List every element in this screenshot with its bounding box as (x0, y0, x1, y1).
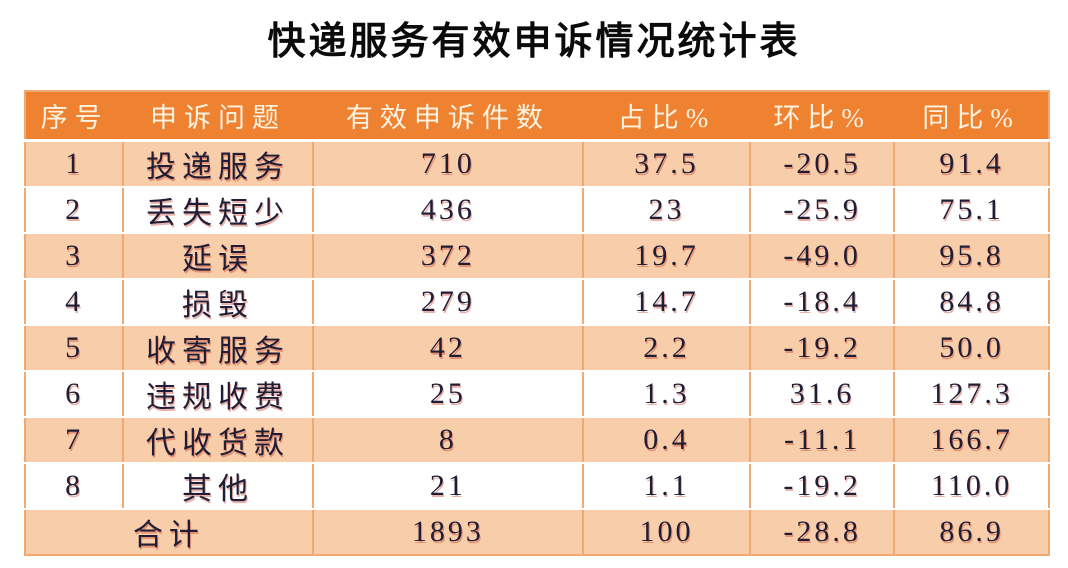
cell-no: 7 (25, 417, 124, 464)
cell-no: 4 (25, 279, 124, 326)
cell-share: 1.1 (582, 463, 750, 510)
cell-issue: 违规收费 (122, 371, 313, 418)
cell-mom: -11.1 (748, 417, 895, 464)
cell-count: 25 (311, 371, 584, 418)
complaints-table: 序号 申诉问题 有效申诉件数 占比% 环比% 同比% 1 投递服务 710 37.5-… (24, 90, 1050, 556)
header-row: 序号 申诉问题 有效申诉件数 占比% 环比% 同比% (25, 91, 1049, 142)
col-header-yoy: 同比% (894, 91, 1049, 142)
cell-issue: 收寄服务 (122, 325, 313, 372)
cell-mom: -19.2 (748, 463, 895, 510)
cell-yoy: 50.0 (893, 325, 1049, 372)
cell-issue: 其他 (122, 463, 313, 510)
cell-no: 1 (25, 140, 124, 188)
cell-share: 0.4 (582, 417, 750, 464)
table-row: 6 违规收费 25 1.3 31.6 127.3 (25, 371, 1049, 418)
cell-count: 42 (311, 325, 584, 372)
cell-count: 710 (311, 140, 584, 188)
cell-share: 19.7 (582, 233, 750, 280)
cell-count: 279 (311, 279, 584, 326)
cell-yoy: 75.1 (893, 187, 1049, 234)
cell-issue: 投递服务 (122, 140, 313, 188)
col-header-count: 有效申诉件数 (312, 91, 584, 142)
table-row: 3 延误 372 19.7 -49.0 95.8 (25, 233, 1049, 280)
cell-count: 8 (311, 417, 584, 464)
total-yoy: 86.9 (893, 509, 1049, 555)
cell-no: 2 (25, 187, 124, 234)
cell-share: 2.2 (582, 325, 750, 372)
cell-yoy: 166.7 (893, 417, 1049, 464)
table-row: 7 代收货款 8 0.4 -11.1 166.7 (25, 417, 1049, 464)
cell-share: 1.3 (582, 371, 750, 418)
cell-yoy: 127.3 (893, 371, 1049, 418)
cell-issue: 丢失短少 (122, 187, 313, 234)
table-row: 4 损毁 279 14.7 -18.4 84.8 (25, 279, 1049, 326)
cell-issue: 代收货款 (122, 417, 313, 464)
cell-mom: -20.5 (748, 140, 895, 188)
cell-mom: -25.9 (748, 187, 895, 234)
table-row: 2 丢失短少 436 23 -25.9 75.1 (25, 187, 1049, 234)
cell-no: 6 (25, 371, 124, 418)
table-row: 8 其他 21 1.1 -19.2 110.0 (25, 463, 1049, 510)
cell-share: 14.7 (582, 279, 750, 326)
col-header-share: 占比% (583, 91, 750, 142)
table-row: 5 收寄服务 42 2.2 -19.2 50.0 (25, 325, 1049, 372)
table-body: 1 投递服务 710 37.5 -20.5 91.4 2 丢失短少 436 23 -25.9 75.1… (25, 140, 1049, 510)
cell-no: 8 (25, 463, 124, 510)
cell-count: 436 (311, 187, 584, 234)
cell-no: 5 (25, 325, 124, 372)
cell-yoy: 110.0 (893, 463, 1049, 510)
total-count: 1893 (311, 509, 584, 555)
cell-yoy: 91.4 (893, 140, 1049, 188)
page-title: 快递服务有效申诉情况统计表 (267, 21, 801, 63)
cell-mom: -19.2 (748, 325, 895, 372)
cell-share: 37.5 (582, 140, 750, 188)
cell-mom: 31.6 (748, 371, 895, 418)
total-row: 合计 1893 100 -28.8 86.9 (25, 509, 1049, 555)
cell-count: 21 (311, 463, 584, 510)
col-header-no: 序号 (25, 91, 124, 142)
cell-mom: -49.0 (748, 233, 895, 280)
total-share: 100 (582, 509, 750, 555)
cell-issue: 损毁 (122, 279, 313, 326)
total-mom: -28.8 (748, 509, 895, 555)
cell-no: 3 (25, 233, 124, 280)
col-header-issue: 申诉问题 (123, 91, 313, 142)
cell-mom: -18.4 (748, 279, 895, 326)
cell-count: 372 (311, 233, 584, 280)
cell-issue: 延误 (122, 233, 313, 280)
col-header-mom: 环比% (749, 91, 895, 142)
cell-yoy: 84.8 (893, 279, 1049, 326)
cell-yoy: 95.8 (893, 233, 1049, 280)
table-row: 1 投递服务 710 37.5 -20.5 91.4 (25, 140, 1049, 188)
cell-share: 23 (582, 187, 750, 234)
total-label: 合计 (25, 509, 313, 555)
